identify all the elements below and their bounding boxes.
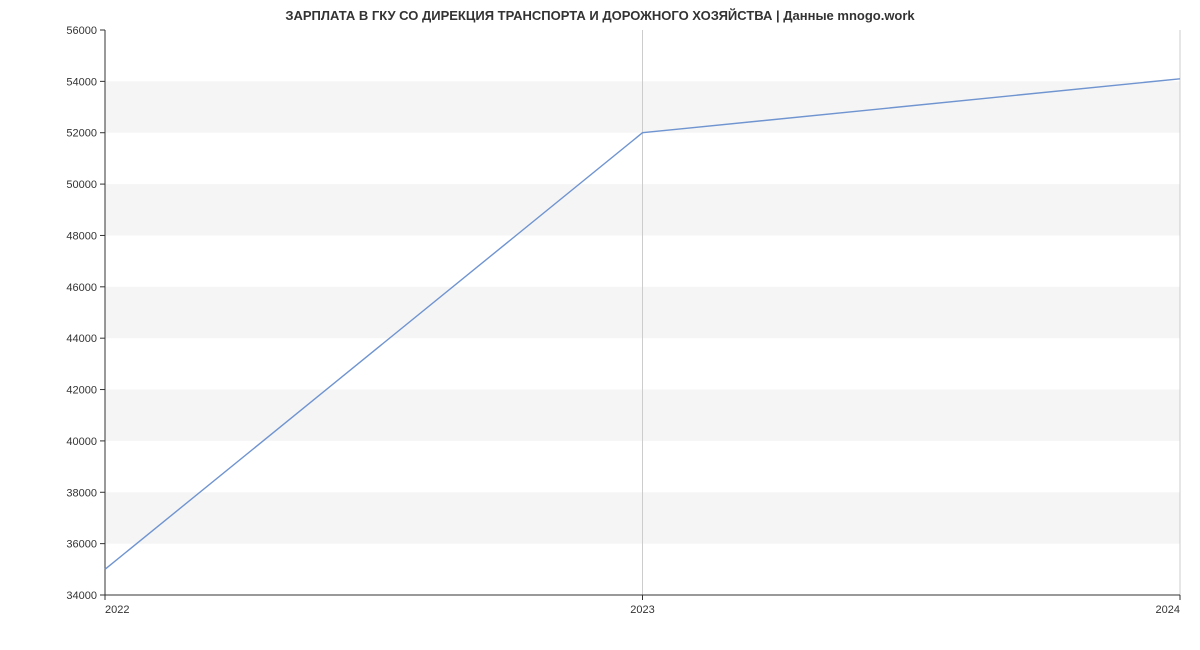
svg-text:2024: 2024 [1156,604,1180,616]
svg-text:54000: 54000 [66,76,97,88]
chart-title: ЗАРПЛАТА В ГКУ СО ДИРЕКЦИЯ ТРАНСПОРТА И … [0,8,1200,23]
svg-text:38000: 38000 [66,487,97,499]
svg-text:56000: 56000 [66,25,97,37]
salary-line-chart: ЗАРПЛАТА В ГКУ СО ДИРЕКЦИЯ ТРАНСПОРТА И … [0,0,1200,650]
svg-text:52000: 52000 [66,128,97,140]
svg-text:2023: 2023 [630,604,654,616]
svg-text:40000: 40000 [66,436,97,448]
chart-svg: 34000 36000 38000 40000 42000 44000 46000 48000… [0,0,1200,650]
svg-text:46000: 46000 [66,282,97,294]
svg-text:34000: 34000 [66,590,97,602]
svg-text:2022: 2022 [105,604,129,616]
svg-text:50000: 50000 [66,179,97,191]
svg-text:42000: 42000 [66,385,97,397]
svg-text:36000: 36000 [66,539,97,551]
svg-text:48000: 48000 [66,230,97,242]
svg-text:44000: 44000 [66,333,97,345]
